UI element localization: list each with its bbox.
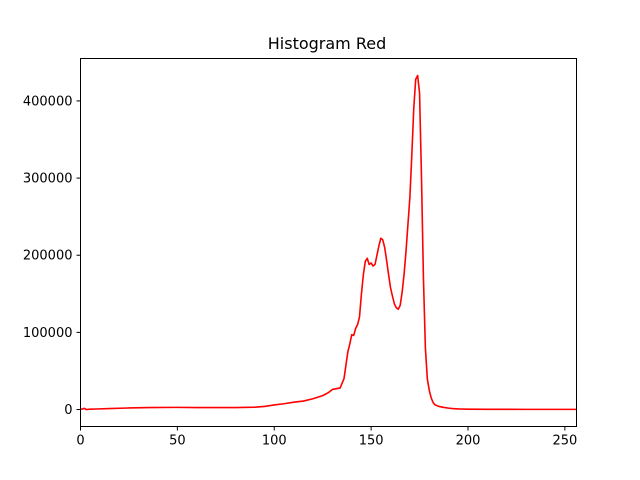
- y-tick-label: 0: [64, 403, 72, 418]
- x-tick-label: 0: [76, 434, 84, 449]
- y-tick-label: 100000: [23, 326, 73, 341]
- series-line-red: [80, 74, 577, 411]
- chart-title: Histogram Red: [268, 34, 386, 53]
- y-tick-label: 200000: [23, 249, 73, 264]
- y-tick-label: 300000: [23, 172, 73, 187]
- x-tick-label: 50: [169, 434, 186, 449]
- series-layer: [80, 74, 577, 411]
- x-tick-label: 250: [552, 434, 577, 449]
- x-tick-label: 150: [359, 434, 384, 449]
- axes: 0 50 100 150 200 250 0 100000 200000 300000 400000: [23, 94, 577, 448]
- x-tick-label: 200: [456, 434, 481, 449]
- x-tick-label: 100: [262, 434, 287, 449]
- y-tick-label: 400000: [23, 94, 73, 109]
- plot-frame: [80, 58, 577, 427]
